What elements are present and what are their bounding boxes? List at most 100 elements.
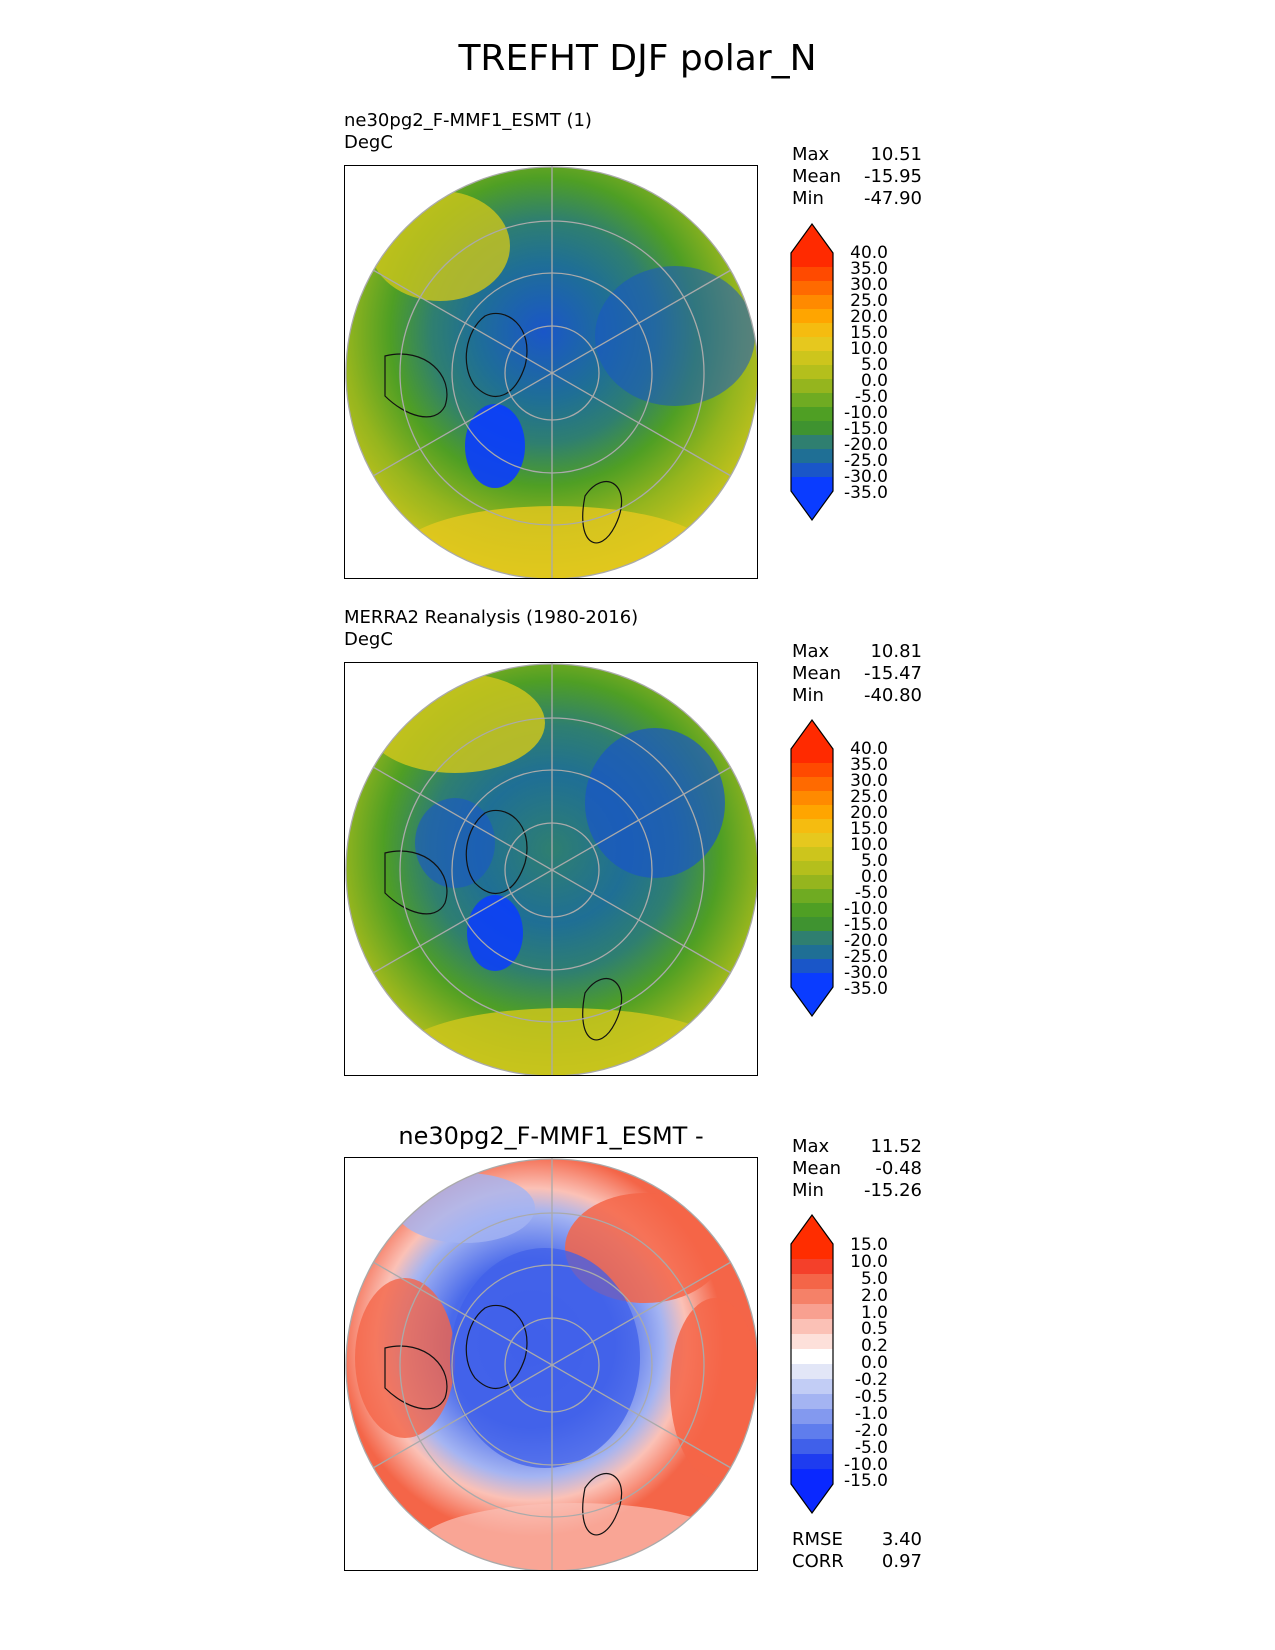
panel-2-title-line1: MERRA2 Reanalysis (1980-2016): [344, 607, 639, 628]
colorbar-segment: [791, 1334, 833, 1350]
colorbar-tick: 40.0: [850, 739, 888, 759]
colorbar-tick: -15.0: [844, 1471, 888, 1492]
colorbar-segment: [791, 917, 833, 932]
colorbar-tick: -35.0: [844, 979, 888, 999]
colorbar-tick: 10.0: [850, 339, 888, 359]
panel-1-map: [344, 165, 758, 579]
colorbar-tick: -15.0: [844, 915, 888, 935]
panel-3-colorbar: [790, 1214, 834, 1514]
colorbar-tick: 25.0: [850, 291, 888, 311]
panel-1-units: DegC: [344, 132, 393, 153]
colorbar-tick: 15.0: [850, 819, 888, 839]
colorbar-tick: -2.0: [854, 1420, 888, 1441]
colorbar-tick: 35.0: [850, 259, 888, 279]
stat-mean-value: -15.95: [863, 166, 922, 187]
colorbar-tick: 2.0: [860, 1285, 888, 1306]
colorbar-extend-bottom: [791, 1484, 833, 1513]
stat-max-value: 11.52: [870, 1136, 922, 1157]
colorbar-tick: 0.0: [860, 371, 888, 391]
colorbar-segment: [791, 435, 833, 450]
colorbar-tick: 25.0: [850, 787, 888, 807]
panel-2-colorbar-svg: [790, 719, 834, 1017]
colorbar-segment: [791, 945, 833, 960]
colorbar-segment: [791, 323, 833, 338]
colorbar-tick: -5.0: [854, 1437, 888, 1458]
colorbar-segment: [791, 833, 833, 848]
colorbar-tick: -1.0: [854, 1403, 888, 1424]
colorbar-tick: 5.0: [860, 355, 888, 375]
panel-2-map-svg: [345, 663, 757, 1075]
colorbar-segment: [791, 365, 833, 380]
panel-1-stats: Max 10.51 Mean -15.95 Min -47.90: [792, 144, 922, 210]
stat-min-value: -15.26: [863, 1180, 922, 1201]
stat-mean-label: Mean: [792, 663, 842, 684]
colorbar-segment: [791, 449, 833, 464]
colorbar-extend-top: [791, 720, 833, 749]
colorbar-segment: [791, 931, 833, 946]
colorbar-segment: [791, 1289, 833, 1305]
colorbar-extend-bottom: [791, 987, 833, 1016]
colorbar-segment: [791, 407, 833, 422]
colorbar-tick: 20.0: [850, 803, 888, 823]
colorbar-segment: [791, 791, 833, 806]
colorbar-segment: [791, 1424, 833, 1440]
panel-1-colorbar-svg: [790, 223, 834, 521]
colorbar-segment: [791, 1409, 833, 1425]
colorbar-tick: 30.0: [850, 771, 888, 791]
colorbar-tick: 10.0: [850, 835, 888, 855]
colorbar-tick: -30.0: [844, 963, 888, 983]
stat-max-value: 10.51: [870, 144, 922, 165]
colorbar-segment: [791, 763, 833, 778]
colorbar-segment: [791, 973, 833, 988]
colorbar-outline: [790, 1214, 834, 1514]
stat-mean-label: Mean: [792, 1158, 842, 1179]
colorbar-segment: [791, 463, 833, 478]
colorbar-segment: [791, 309, 833, 324]
colorbar-segment: [791, 1394, 833, 1410]
colorbar-segment: [791, 1319, 833, 1335]
colorbar-tick: 15.0: [850, 323, 888, 343]
panel-1-colorbar: [790, 223, 834, 521]
colorbar-tick: -10.0: [844, 899, 888, 919]
stat-min-label: Min: [792, 1180, 824, 1201]
colorbar-tick: -10.0: [844, 1454, 888, 1475]
figure-title: TREFHT DJF polar_N: [458, 38, 817, 79]
stat-min-value: -40.80: [863, 685, 922, 706]
panel-3-map: [344, 1157, 758, 1571]
panel-2-colorbar: [790, 719, 834, 1017]
colorbar-extend-bottom: [791, 491, 833, 520]
stat-min-value: -47.90: [863, 188, 922, 209]
stat-max-label: Max: [792, 144, 830, 165]
stat-max-label: Max: [792, 641, 830, 662]
colorbar-tick: -0.2: [854, 1370, 888, 1391]
colorbar-segment: [791, 295, 833, 310]
panel-2-map: [344, 662, 758, 1076]
colorbar-tick: 0.5: [860, 1319, 888, 1340]
panel-1-title-line1: ne30pg2_F-MMF1_ESMT (1): [344, 110, 592, 131]
rmse-label: RMSE: [792, 1529, 843, 1550]
colorbar-segment: [791, 1274, 833, 1290]
colorbar-segment: [791, 1364, 833, 1380]
panel-3-metrics: RMSE 3.40 CORR 0.97: [792, 1529, 922, 1573]
colorbar-segment: [791, 805, 833, 820]
stat-max-value: 10.81: [870, 641, 922, 662]
colorbar-segment: [791, 861, 833, 876]
colorbar-segment: [791, 351, 833, 366]
panel-3-title: ne30pg2_F-MMF1_ESMT -: [398, 1122, 704, 1150]
colorbar-tick: -15.0: [844, 419, 888, 439]
colorbar-tick: -20.0: [844, 435, 888, 455]
panel-1-title: ne30pg2_F-MMF1_ESMT (1) DegC: [344, 110, 592, 154]
colorbar-segment: [791, 421, 833, 436]
colorbar-extend-top: [791, 1215, 833, 1244]
corr-label: CORR: [792, 1551, 844, 1572]
colorbar-tick: -30.0: [844, 467, 888, 487]
colorbar-tick: 40.0: [850, 243, 888, 263]
panel-3-colorbar-svg: [790, 1214, 834, 1514]
colorbar-outline: [790, 719, 834, 1017]
colorbar-segment: [791, 889, 833, 904]
stat-max-label: Max: [792, 1136, 830, 1157]
colorbar-tick: 1.0: [860, 1302, 888, 1323]
colorbar-segment: [791, 477, 833, 492]
colorbar-tick: 0.2: [860, 1336, 888, 1357]
panel-2-colorbar-ticks: 40.0 35.0 30.0 25.0 20.0 15.0 10.0 5.0 0…: [836, 739, 888, 999]
